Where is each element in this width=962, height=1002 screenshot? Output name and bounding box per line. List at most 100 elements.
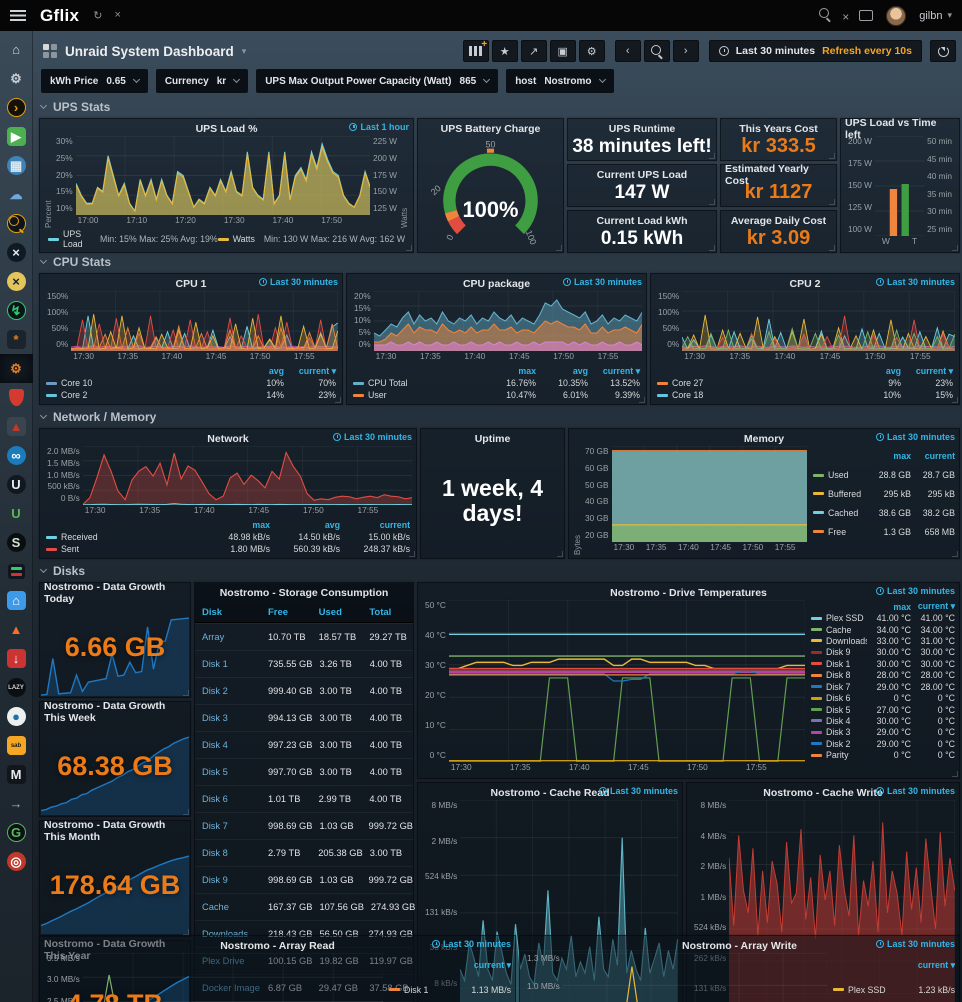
dashboard-header: Unraid System Dashboard ▾ ★↗▣⚙ ‹ › Last 3… [39, 35, 960, 67]
panel-growth-month: Nostromo - Data Growth This Month 178.64 … [39, 819, 191, 937]
sidebar-app-icon[interactable] [0, 383, 33, 412]
legend-item[interactable]: Buffered 295 kB 295 kB [813, 485, 955, 504]
toolbar-button[interactable]: ★ [491, 40, 518, 62]
legend-item[interactable]: User 10.47% 6.01% 9.39% [353, 389, 640, 401]
table-column-header[interactable]: Disk [202, 607, 223, 618]
legend-item[interactable]: Core 2 14% 23% [46, 389, 336, 401]
legend-item[interactable]: Plex SSD 1.23 kB/s [833, 978, 955, 1002]
panel-uptime: Uptime 1 week, 4 days! [420, 428, 565, 559]
sidebar-app-icon[interactable]: ▶ [0, 122, 33, 151]
sidebar-app-icon[interactable]: ☁ [9, 187, 23, 202]
sidebar-app-icon[interactable]: * [0, 325, 33, 354]
legend-item[interactable]: Core 18 10% 15% [657, 389, 953, 401]
time-range-picker[interactable]: Last 30 minutes Refresh every 10s [708, 40, 922, 62]
top-navbar: Gflix ↻ × × gilbn ▾ [0, 0, 962, 31]
legend-item[interactable]: Cached 38.6 GB 38.2 GB [813, 503, 955, 522]
sidebar-app-icon[interactable]: ∞ [0, 441, 33, 470]
sidebar-app-icon[interactable]: ↯ [0, 296, 33, 325]
legend-item[interactable]: Disk 5 27.00 °C 0 °C [811, 704, 955, 715]
legend-item[interactable]: Sent 1.80 MB/s 560.39 kB/s 248.37 kB/s [46, 543, 410, 555]
section-cpu-stats[interactable]: CPU Stats [39, 254, 960, 269]
variable-dropdown[interactable]: UPS Max Output Power Capacity (Watt) 865 [256, 69, 499, 93]
legend-item[interactable]: Core 10 10% 70% [46, 377, 336, 389]
sidebar-app-icon[interactable]: sab [0, 731, 33, 760]
sidebar-app-icon[interactable] [0, 557, 33, 586]
topnav-icon[interactable] [859, 10, 874, 21]
variable-dropdown[interactable]: kWh Price 0.65 [41, 69, 148, 93]
sidebar-app-icon[interactable]: ▲ [0, 412, 33, 441]
table-column-header[interactable]: Free [268, 607, 289, 618]
legend-item[interactable]: Watts Min: 130 W Max: 216 W Avg: 162 W [217, 229, 405, 249]
table-column-header[interactable]: Used [318, 607, 342, 618]
legend-item[interactable]: Disk 1 1.13 MB/s [389, 978, 511, 1002]
variable-dropdown[interactable]: host Nostromo [506, 69, 614, 93]
dashboard-content: Unraid System Dashboard ▾ ★↗▣⚙ ‹ › Last 3… [33, 31, 962, 1002]
legend-item[interactable]: Disk 2 29.00 °C 0 °C [811, 738, 955, 749]
sidebar-app-icon[interactable]: S [0, 528, 33, 557]
tab-action-icon[interactable]: × [114, 9, 121, 21]
topnav-icon[interactable]: × [842, 10, 850, 24]
legend-item[interactable]: Plex SSD 41.00 °C 41.00 °C [811, 612, 955, 623]
sidebar-app-icon[interactable]: U [0, 470, 33, 499]
sidebar-app-icon[interactable]: G [0, 818, 33, 847]
legend-item[interactable]: Cache 34.00 °C 34.00 °C [811, 624, 955, 635]
sidebar-app-icon[interactable]: ↓ [0, 644, 33, 673]
sidebar-app-icon[interactable]: ⚙ [0, 354, 33, 383]
legend-item[interactable]: Free 1.3 GB 658 MB [813, 522, 955, 541]
legend-item[interactable]: Disk 8 28.00 °C 28.00 °C [811, 670, 955, 681]
sidebar-app-icon[interactable]: ⚙ [10, 71, 22, 86]
sidebar-app-icon[interactable]: ● [0, 702, 33, 731]
user-menu[interactable]: gilbn ▾ [919, 9, 952, 22]
sidebar-app-icon[interactable]: LAZY [0, 673, 33, 702]
variable-dropdown[interactable]: Currency kr [155, 69, 249, 93]
toolbar-button[interactable] [462, 39, 489, 62]
avatar[interactable] [886, 5, 907, 26]
section-network-memory[interactable]: Network / Memory [39, 409, 960, 424]
legend-item[interactable]: Disk 7 29.00 °C 28.00 °C [811, 681, 955, 692]
panel-estimated-yearly-cost: Estimated Yearly Cost kr 1127 [720, 163, 837, 207]
hamburger-menu-icon[interactable] [10, 10, 26, 21]
sidebar-app-icon[interactable]: × [0, 238, 33, 267]
toolbar-button[interactable]: ⚙ [578, 40, 605, 62]
dashboard-title[interactable]: Unraid System Dashboard [65, 43, 234, 59]
toolbar-button[interactable]: ↗ [520, 40, 547, 62]
legend-item[interactable]: Used 28.8 GB 28.7 GB [813, 466, 955, 485]
legend-item[interactable]: CPU Total 16.76% 10.35% 13.52% [353, 377, 640, 389]
legend-item[interactable]: Disk 9 30.00 °C 30.00 °C [811, 647, 955, 658]
sidebar-app-icon[interactable]: ◎ [0, 847, 33, 876]
panel-growth-year: Nostromo - Data Growth This Year4.78 TB [39, 938, 191, 1002]
topnav-icon[interactable] [818, 7, 832, 21]
svg-text:50: 50 [486, 139, 496, 149]
time-nav-button[interactable]: ‹ [614, 40, 641, 62]
legend-item[interactable]: Disk 4 30.00 °C 0 °C [811, 715, 955, 726]
sidebar-app-icon[interactable]: M [0, 760, 33, 789]
sidebar-app-icon[interactable]: › [0, 93, 33, 122]
legend-item[interactable]: UPS Load Min: 15% Max: 25% Avg: 19% [48, 229, 218, 249]
table-row: Disk 4 997.23 GB 3.00 TB 4.00 TB [195, 730, 413, 758]
sidebar-app-icon[interactable]: ⌂ [12, 42, 20, 57]
table-column-header[interactable]: Total [369, 607, 392, 618]
section-disks[interactable]: Disks [39, 563, 960, 578]
legend-item[interactable]: Downloads 33.00 °C 31.00 °C [811, 635, 955, 646]
sidebar-app-icon[interactable]: ▦ [0, 151, 33, 180]
sidebar-app-icon[interactable] [0, 209, 33, 238]
sidebar-app-icon[interactable]: ⌂ [0, 586, 33, 615]
legend-item[interactable]: Disk 1 30.00 °C 30.00 °C [811, 658, 955, 669]
legend-item[interactable]: Core 27 9% 23% [657, 377, 953, 389]
legend-item[interactable]: Parity 0 °C 0 °C [811, 749, 955, 760]
time-nav-button[interactable] [643, 40, 670, 62]
legend-item[interactable]: Received 48.98 kB/s 14.50 kB/s 15.00 kB/s [46, 531, 410, 543]
sidebar-app-icon[interactable]: → [9, 796, 23, 811]
sidebar-app-icon[interactable]: U [11, 506, 21, 521]
sidebar-app-icon[interactable]: × [0, 267, 33, 296]
time-nav-button[interactable]: › [672, 40, 699, 62]
section-ups-stats[interactable]: UPS Stats [39, 99, 960, 114]
legend-item[interactable]: Disk 3 29.00 °C 0 °C [811, 727, 955, 738]
sidebar-app-icon[interactable]: ▲ [9, 622, 23, 637]
toolbar-button[interactable]: ▣ [549, 40, 576, 62]
panel-current-ups-load: Current UPS Load 147 W [567, 164, 717, 207]
tab-action-icon[interactable]: ↻ [93, 10, 103, 22]
dashboard-grid-icon[interactable] [43, 44, 57, 58]
refresh-button[interactable] [930, 40, 956, 62]
